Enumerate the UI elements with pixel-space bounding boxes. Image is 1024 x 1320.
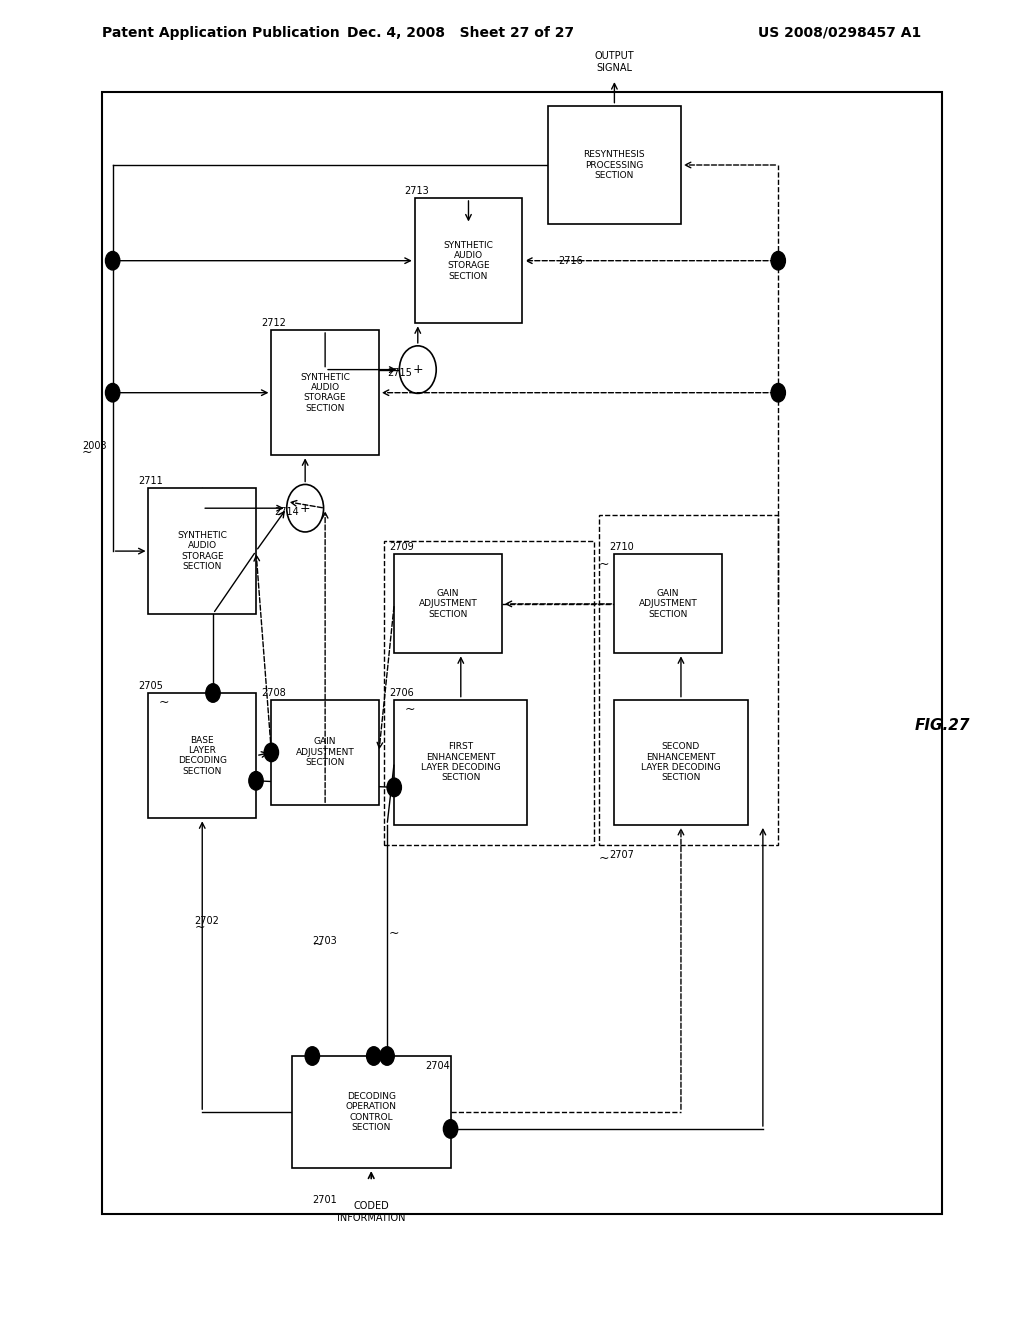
Text: SYNTHETIC
AUDIO
STORAGE
SECTION: SYNTHETIC AUDIO STORAGE SECTION [177,531,227,572]
FancyBboxPatch shape [148,488,256,614]
Text: 2711: 2711 [138,477,163,487]
FancyBboxPatch shape [102,92,942,1214]
Text: 2701: 2701 [312,1195,337,1205]
Text: DECODING
OPERATION
CONTROL
SECTION: DECODING OPERATION CONTROL SECTION [346,1092,396,1133]
FancyBboxPatch shape [394,700,527,825]
Text: +: + [300,502,310,515]
Text: US 2008/0298457 A1: US 2008/0298457 A1 [759,26,922,40]
Circle shape [305,1047,319,1065]
Text: +: + [413,363,423,376]
Text: 2702: 2702 [195,916,219,927]
Text: ~: ~ [389,927,399,940]
Text: GAIN
ADJUSTMENT
SECTION: GAIN ADJUSTMENT SECTION [639,589,697,619]
Circle shape [380,1047,394,1065]
Text: 2704: 2704 [425,1061,450,1072]
Circle shape [249,771,263,789]
Circle shape [105,251,120,271]
Text: ~: ~ [312,937,323,950]
Text: Patent Application Publication: Patent Application Publication [102,26,340,40]
Circle shape [387,777,401,796]
Circle shape [367,1047,381,1065]
Text: SYNTHETIC
AUDIO
STORAGE
SECTION: SYNTHETIC AUDIO STORAGE SECTION [443,240,494,281]
Circle shape [287,484,324,532]
FancyBboxPatch shape [614,554,722,653]
Text: 2707: 2707 [609,850,634,861]
FancyBboxPatch shape [548,106,681,224]
Text: 2714: 2714 [274,507,299,517]
Text: 2716: 2716 [558,256,583,267]
FancyBboxPatch shape [394,554,502,653]
FancyBboxPatch shape [148,693,256,818]
Circle shape [771,251,785,271]
Text: ~: ~ [82,445,92,458]
Text: ~: ~ [159,696,169,709]
Text: 2003: 2003 [82,441,106,451]
Circle shape [206,684,220,702]
Text: GAIN
ADJUSTMENT
SECTION: GAIN ADJUSTMENT SECTION [419,589,477,619]
Circle shape [443,1119,458,1138]
Text: 2703: 2703 [312,936,337,946]
Text: 2713: 2713 [404,186,429,197]
Text: 2708: 2708 [261,688,286,698]
FancyBboxPatch shape [415,198,522,323]
Text: ~: ~ [195,920,205,933]
Circle shape [771,383,785,401]
Circle shape [264,743,279,762]
Text: SECOND
ENHANCEMENT
LAYER DECODING
SECTION: SECOND ENHANCEMENT LAYER DECODING SECTIO… [641,742,721,783]
Text: RESYNTHESIS
PROCESSING
SECTION: RESYNTHESIS PROCESSING SECTION [584,150,645,180]
Text: ~: ~ [599,851,609,865]
Text: 2715: 2715 [387,368,412,379]
Text: FIG.27: FIG.27 [914,718,970,734]
Circle shape [399,346,436,393]
Text: 2705: 2705 [138,681,163,692]
Text: OUTPUT
SIGNAL: OUTPUT SIGNAL [595,51,634,73]
FancyBboxPatch shape [271,700,379,805]
Text: ~: ~ [599,557,609,570]
Text: 2709: 2709 [389,543,414,553]
Text: Dec. 4, 2008   Sheet 27 of 27: Dec. 4, 2008 Sheet 27 of 27 [347,26,574,40]
Text: 2710: 2710 [609,543,634,553]
Text: GAIN
ADJUSTMENT
SECTION: GAIN ADJUSTMENT SECTION [296,738,354,767]
Text: SYNTHETIC
AUDIO
STORAGE
SECTION: SYNTHETIC AUDIO STORAGE SECTION [300,372,350,413]
FancyBboxPatch shape [614,700,748,825]
FancyBboxPatch shape [271,330,379,455]
FancyBboxPatch shape [292,1056,451,1168]
Circle shape [105,383,120,401]
Text: 2706: 2706 [389,688,414,698]
Text: 2712: 2712 [261,318,286,329]
Text: ~: ~ [404,702,415,715]
Text: CODED
INFORMATION: CODED INFORMATION [337,1201,406,1222]
Text: FIRST
ENHANCEMENT
LAYER DECODING
SECTION: FIRST ENHANCEMENT LAYER DECODING SECTION [421,742,501,783]
Text: BASE
LAYER
DECODING
SECTION: BASE LAYER DECODING SECTION [178,735,226,776]
